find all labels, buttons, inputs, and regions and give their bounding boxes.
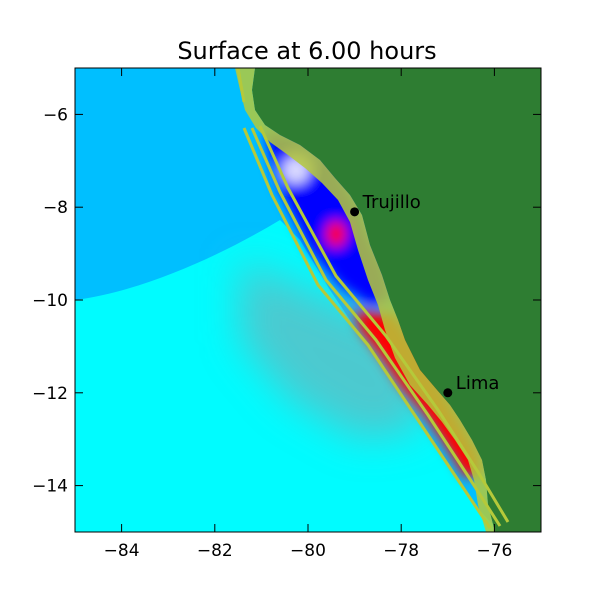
map-canvas xyxy=(75,68,541,532)
city-marker xyxy=(443,388,453,398)
land-area xyxy=(252,68,541,532)
city-marker xyxy=(350,207,360,217)
y-tick-label: −8 xyxy=(43,198,68,218)
city-label: Lima xyxy=(456,373,500,394)
city-trujillo: Trujillo xyxy=(350,192,421,217)
x-tick-label: −76 xyxy=(476,541,512,561)
y-tick-label: −10 xyxy=(32,291,68,311)
chart-title: Surface at 6.00 hours xyxy=(177,37,436,65)
x-tick-label: −84 xyxy=(104,541,140,561)
x-tick-label: −78 xyxy=(383,541,419,561)
city-label: Trujillo xyxy=(362,192,421,213)
x-axis: −84 −82 −80 −78 −76 xyxy=(104,68,512,561)
gray-wave-region xyxy=(240,260,430,440)
contour-line xyxy=(258,125,510,523)
y-axis: −6 −8 −10 −12 −14 xyxy=(32,105,541,497)
trench-contours xyxy=(236,68,510,529)
y-tick-label: −6 xyxy=(43,105,68,125)
contour-line xyxy=(242,127,492,529)
city-lima: Lima xyxy=(443,373,499,398)
y-tick-label: −12 xyxy=(32,384,68,404)
y-tick-label: −14 xyxy=(32,477,68,497)
contour-line xyxy=(236,68,246,103)
elevation-spot xyxy=(326,221,346,247)
x-tick-label: −82 xyxy=(197,541,233,561)
contour-line xyxy=(250,127,502,527)
x-tick-label: −80 xyxy=(290,541,326,561)
